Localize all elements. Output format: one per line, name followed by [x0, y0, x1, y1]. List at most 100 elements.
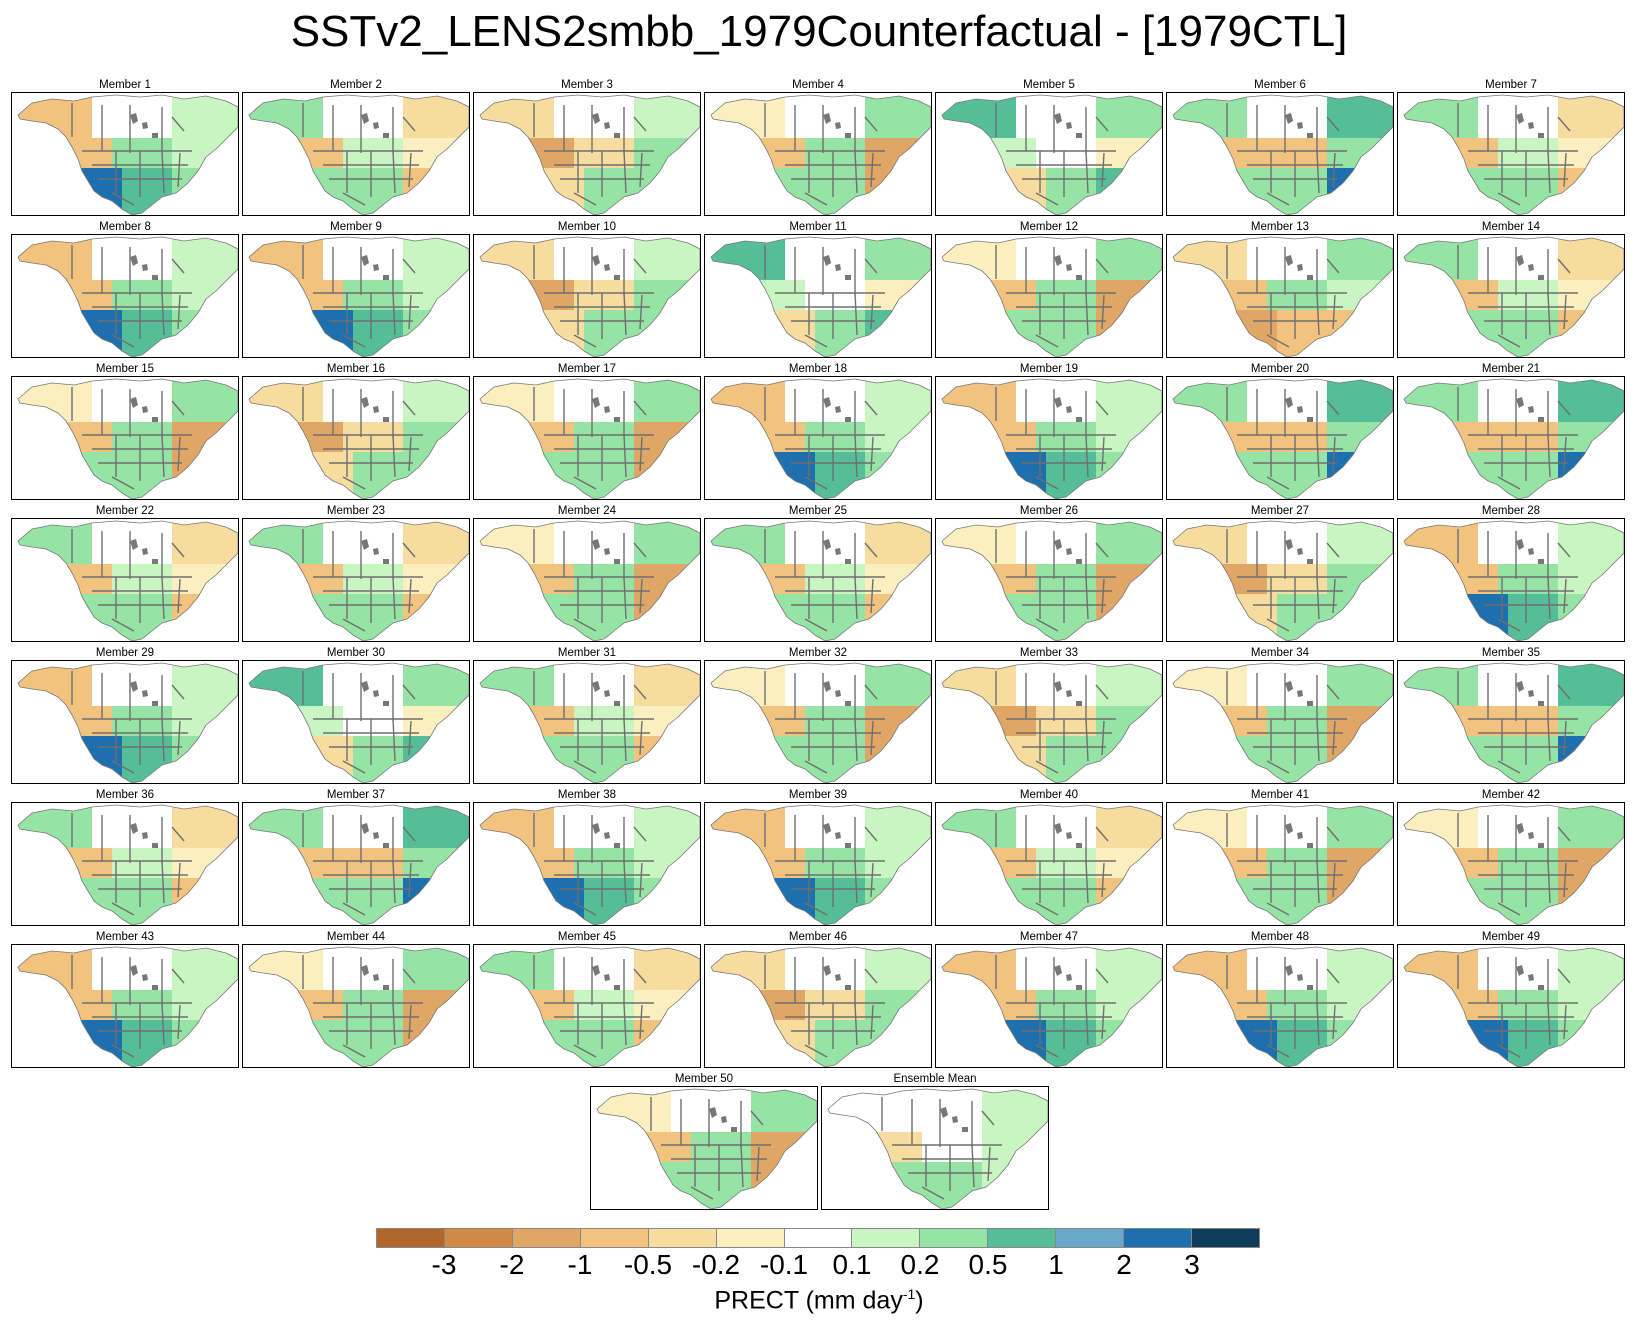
anomaly-field: [942, 663, 1162, 783]
anomaly-region-ne: [172, 947, 238, 990]
panel-title: Member 16: [326, 363, 386, 375]
map-canvas: [479, 94, 700, 215]
anomaly-region-se: [1327, 736, 1393, 783]
precip-anomaly-map: [242, 660, 470, 784]
coastline: [941, 946, 1162, 1067]
anomaly-region-ne: [634, 237, 700, 280]
anomaly-region-se: [1327, 310, 1393, 357]
colorbar-box: [784, 1229, 853, 1247]
map-canvas: [248, 94, 469, 215]
coastline: [248, 804, 469, 925]
anomaly-region-ne: [1096, 805, 1162, 848]
anomaly-region-w: [1404, 280, 1498, 310]
map-canvas: [710, 520, 931, 641]
anomaly-region-ne: [634, 521, 700, 564]
anomaly-region-e: [403, 422, 469, 452]
anomaly-region-se: [172, 594, 238, 641]
map-canvas: [827, 1088, 1048, 1209]
coastline: [17, 804, 238, 925]
map-canvas: [941, 662, 1162, 783]
political-borders: [1457, 245, 1578, 348]
anomaly-region-e: [634, 422, 700, 452]
panel-title: Member 10: [557, 221, 617, 233]
map-canvas: [710, 662, 931, 783]
anomaly-region-w: [942, 564, 1036, 594]
anomaly-region-w: [480, 422, 574, 452]
anomaly-region-w: [828, 1132, 922, 1162]
anomaly-region-e: [634, 138, 700, 168]
colorbar-title-main: PRECT (mm day: [714, 1286, 903, 1315]
anomaly-region-sw: [1404, 736, 1508, 783]
anomaly-region-w: [1404, 848, 1498, 878]
panel-title: Member 26: [1019, 505, 1079, 517]
figure-title: SSTv2_LENS2smbb_1979Counterfactual - [19…: [290, 7, 1348, 56]
coastline: [479, 662, 700, 783]
anomaly-region-sw: [1404, 594, 1508, 641]
map-canvas: [248, 662, 469, 783]
anomaly-region-ne: [1096, 947, 1162, 990]
anomaly-region-e: [634, 564, 700, 594]
great-lakes: [1054, 681, 1082, 706]
map-panel-member-31: Member 31: [473, 646, 701, 784]
anomaly-region-w: [942, 138, 1036, 168]
anomaly-region-e: [865, 422, 931, 452]
anomaly-region-sw: [1173, 168, 1277, 215]
panel-title: Member 42: [1481, 789, 1541, 801]
map-canvas: [941, 94, 1162, 215]
coastline: [17, 236, 238, 357]
anomaly-field: [1404, 805, 1624, 925]
coastline: [17, 378, 238, 499]
anomaly-region-sw: [1173, 452, 1277, 499]
political-borders: [302, 387, 423, 490]
anomaly-region-sw: [711, 878, 815, 925]
anomaly-region-se: [1558, 878, 1624, 925]
map-canvas: [941, 946, 1162, 1067]
great-lakes: [592, 965, 620, 990]
political-borders: [302, 813, 423, 916]
anomaly-region-ne: [1558, 95, 1624, 138]
map-panel-member-14: Member 14: [1397, 220, 1625, 358]
map-canvas: [248, 378, 469, 499]
panel-title: Member 32: [788, 647, 848, 659]
anomaly-region-se: [634, 878, 700, 925]
political-borders: [533, 103, 654, 206]
map-panel-member-48: Member 48: [1166, 930, 1394, 1068]
anomaly-region-w: [480, 706, 574, 736]
anomaly-region-ne: [403, 95, 469, 138]
precip-anomaly-map: [1166, 944, 1394, 1068]
coastline: [17, 662, 238, 783]
anomaly-region-e: [1558, 848, 1624, 878]
anomaly-region-w: [942, 848, 1036, 878]
anomaly-region-sw: [18, 878, 122, 925]
coastline: [827, 1088, 1048, 1209]
precip-anomaly-map: [1166, 376, 1394, 500]
panel-title: Member 34: [1250, 647, 1310, 659]
anomaly-region-w: [711, 990, 805, 1020]
anomaly-region-sw: [711, 168, 815, 215]
great-lakes: [1054, 255, 1082, 280]
panel-title: Member 27: [1250, 505, 1310, 517]
map-panel-member-30: Member 30: [242, 646, 470, 784]
anomaly-region-w: [249, 422, 343, 452]
anomaly-region-e: [403, 564, 469, 594]
anomaly-region-w: [711, 706, 805, 736]
precip-anomaly-map: [1397, 376, 1625, 500]
anomaly-region-w: [249, 990, 343, 1020]
precip-anomaly-map: [473, 92, 701, 216]
political-borders: [1457, 813, 1578, 916]
political-borders: [1226, 813, 1347, 916]
anomaly-region-w: [18, 422, 112, 452]
political-borders: [302, 529, 423, 632]
political-borders: [533, 245, 654, 348]
coastline: [1172, 946, 1393, 1067]
great-lakes: [130, 113, 158, 138]
political-borders: [1226, 387, 1347, 490]
map-panel-member-46: Member 46: [704, 930, 932, 1068]
map-canvas: [17, 236, 238, 357]
anomaly-region-sw: [18, 452, 122, 499]
anomaly-field: [249, 805, 469, 925]
map-panel-member-23: Member 23: [242, 504, 470, 642]
anomaly-field: [1173, 379, 1393, 499]
anomaly-region-e: [1558, 990, 1624, 1020]
map-canvas: [1172, 662, 1393, 783]
